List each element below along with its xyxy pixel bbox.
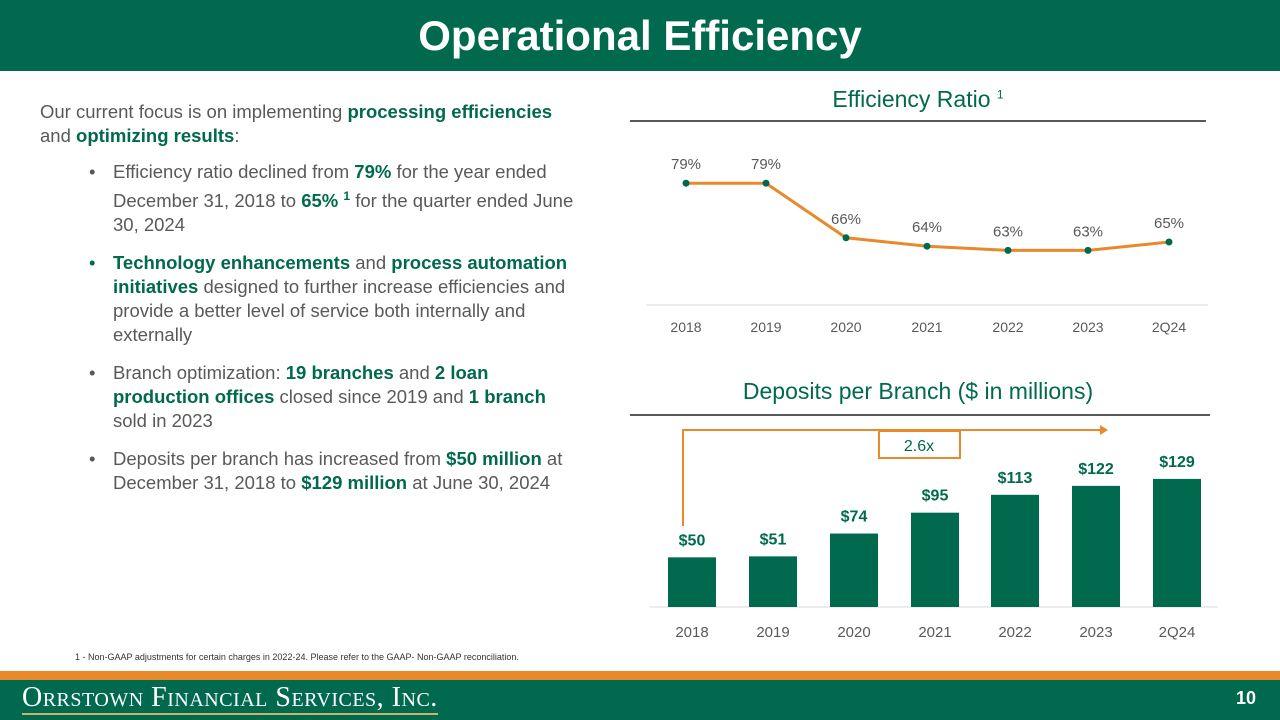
text: 19 branches bbox=[285, 362, 394, 384]
bullet-item: Branch optimization: 19 branches and 2 l… bbox=[89, 361, 580, 433]
text: sold in 2023 bbox=[113, 410, 213, 432]
data-point bbox=[923, 242, 931, 250]
growth-annotation: 2.6x bbox=[904, 438, 934, 455]
data-label: 79% bbox=[671, 156, 701, 173]
x-tick-label: 2023 bbox=[1079, 624, 1112, 641]
page-title: Operational Efficiency bbox=[418, 11, 862, 59]
footnote: 1 - Non-GAAP adjustments for certain cha… bbox=[75, 652, 519, 662]
data-point bbox=[1084, 246, 1092, 254]
text: $129 million bbox=[301, 472, 408, 494]
text: Branch optimization: bbox=[113, 362, 286, 384]
text: : bbox=[234, 125, 240, 146]
text: at June 30, 2024 bbox=[407, 472, 551, 494]
text: $50 million bbox=[446, 448, 542, 470]
company-logo: Orrstown Financial Services, Inc. bbox=[22, 682, 438, 715]
x-tick-label: 2021 bbox=[911, 319, 942, 335]
x-tick-label: 2020 bbox=[837, 624, 870, 641]
text: Our current focus is on implementing bbox=[40, 101, 348, 122]
bar bbox=[991, 494, 1039, 607]
bar bbox=[1072, 485, 1120, 607]
data-label: 65% bbox=[1154, 215, 1184, 232]
text: and bbox=[350, 252, 392, 274]
text: 65% bbox=[301, 190, 339, 212]
page-number: 10 bbox=[1235, 688, 1256, 708]
text: and bbox=[393, 362, 435, 384]
text: for the quarter ended June 30, 2024 bbox=[113, 190, 574, 236]
x-tick-label: 2018 bbox=[670, 319, 701, 335]
x-tick-label: 2019 bbox=[750, 319, 781, 335]
x-tick-label: 2021 bbox=[918, 624, 951, 641]
x-tick-label: 2019 bbox=[756, 624, 789, 641]
x-tick-label: 2Q24 bbox=[1159, 624, 1196, 641]
data-point bbox=[1165, 238, 1173, 246]
data-label: $95 bbox=[922, 488, 949, 505]
x-tick-label: 2022 bbox=[998, 624, 1031, 641]
x-tick-label: 2023 bbox=[1072, 319, 1103, 335]
data-label: 63% bbox=[993, 223, 1023, 240]
data-point bbox=[682, 179, 690, 187]
data-label: $129 bbox=[1159, 454, 1195, 471]
data-label: 79% bbox=[751, 156, 781, 173]
data-label: 64% bbox=[912, 219, 942, 236]
deposits-chart-title: Deposits per Branch ($ in millions) bbox=[742, 378, 1094, 404]
data-label: $74 bbox=[841, 509, 868, 526]
text: Deposits per branch has increased from bbox=[113, 448, 447, 470]
efficiency-chart-title: Efficiency Ratio 1 bbox=[630, 86, 1206, 113]
intro: Our current focus is on implementing pro… bbox=[40, 100, 580, 148]
text: processing efficiencies bbox=[347, 101, 553, 122]
text: and bbox=[40, 125, 77, 146]
data-label: $50 bbox=[679, 532, 706, 549]
chart-title-text: Efficiency Ratio bbox=[832, 86, 991, 112]
bar bbox=[749, 556, 797, 607]
text: 2 loan production offices bbox=[113, 362, 489, 408]
x-tick-label: 2022 bbox=[992, 319, 1023, 335]
text: for the year ended December 31, 2018 to bbox=[113, 161, 547, 212]
footnote-marker: 1 bbox=[996, 87, 1004, 102]
x-tick-label: 2018 bbox=[675, 624, 708, 641]
bar bbox=[1153, 478, 1201, 607]
bullet-item: Efficiency ratio declined from 79% for t… bbox=[89, 160, 580, 237]
annotation-box bbox=[878, 430, 961, 459]
text: designed to further increase efficiencie… bbox=[113, 276, 566, 346]
divider bbox=[630, 120, 1206, 122]
arrow-head-icon bbox=[1100, 425, 1108, 435]
text: process automation initiatives bbox=[113, 252, 568, 298]
bullet-item: Deposits per branch has increased from $… bbox=[89, 447, 580, 495]
text: 1 branch bbox=[468, 386, 546, 408]
data-point bbox=[842, 234, 850, 242]
text: at December 31, 2018 to bbox=[113, 448, 563, 494]
text: optimizing results bbox=[76, 125, 235, 146]
bar bbox=[830, 533, 878, 607]
divider bbox=[630, 414, 1210, 416]
x-tick-label: 2020 bbox=[830, 319, 861, 335]
bullet-item: Technology enhancements and process auto… bbox=[89, 251, 580, 347]
bar bbox=[911, 512, 959, 607]
text: closed since 2019 and bbox=[274, 386, 469, 408]
data-label: 66% bbox=[831, 211, 861, 228]
title-bar: Operational Efficiency bbox=[0, 0, 1280, 71]
text: 79% bbox=[354, 161, 392, 182]
x-tick-label: 2Q24 bbox=[1152, 319, 1186, 335]
text: Technology enhancements bbox=[113, 252, 351, 274]
data-label: $113 bbox=[998, 470, 1033, 487]
data-label: $51 bbox=[760, 531, 787, 548]
orange-stripe bbox=[0, 671, 1280, 680]
text: Efficiency ratio declined from bbox=[113, 161, 355, 182]
bar bbox=[668, 557, 716, 607]
body-text: Our current focus is on implementing pro… bbox=[40, 100, 580, 509]
footnote-marker: 1 bbox=[343, 189, 351, 203]
data-label: $122 bbox=[1078, 461, 1114, 478]
data-point bbox=[762, 179, 770, 187]
data-point bbox=[1004, 246, 1012, 254]
data-label: 63% bbox=[1073, 223, 1103, 240]
bullet-list: Efficiency ratio declined from 79% for t… bbox=[89, 160, 580, 495]
